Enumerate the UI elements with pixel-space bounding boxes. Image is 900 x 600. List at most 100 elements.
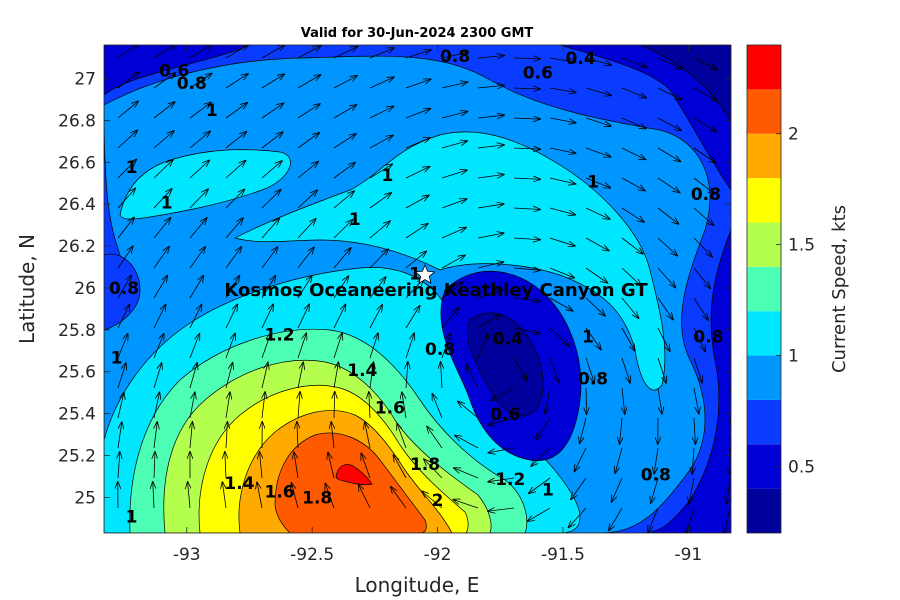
current-vector-arrow (190, 422, 192, 449)
current-vector-arrow (297, 46, 321, 59)
current-vector-arrow (657, 117, 681, 130)
current-vector-arrow (513, 208, 540, 209)
x-axis-label: Longitude, E (355, 573, 480, 597)
current-vector-arrow (657, 387, 662, 414)
current-vector-arrow (693, 357, 702, 383)
current-vector-arrow (693, 207, 714, 225)
contour-band-2.4 (335, 464, 373, 486)
current-vector-arrow (117, 130, 137, 149)
current-vector-arrow (585, 117, 611, 126)
current-vector-arrow (477, 145, 504, 148)
current-vector-arrow (117, 363, 126, 389)
current-vector-arrow (297, 305, 309, 329)
colorbar-tick-label: 0.5 (788, 457, 815, 477)
current-vector-arrow (297, 219, 316, 239)
current-vector-arrow (621, 327, 635, 351)
current-vector-arrow (393, 455, 407, 479)
current-vector-arrow (477, 290, 503, 299)
current-vector-arrow (261, 132, 283, 149)
current-vector-arrow (189, 131, 210, 149)
contour-label: 0.4 (565, 49, 595, 69)
current-vector-arrow (513, 357, 527, 381)
current-vector-arrow (297, 333, 306, 359)
current-vector-arrow (549, 177, 575, 184)
current-vector-arrow (657, 147, 680, 161)
contour-label: 0.8 (641, 466, 671, 486)
current-vector-arrow (693, 177, 715, 194)
current-vector-arrow (225, 334, 235, 359)
current-vector-arrow (153, 102, 175, 119)
current-vector-arrow (609, 507, 623, 530)
colorbar-tick-label: 2 (788, 125, 799, 145)
current-vector-arrow (405, 333, 414, 359)
current-vector-arrow (455, 436, 479, 449)
y-axis-label: Latitude, N (15, 234, 39, 344)
current-vector-arrow (262, 392, 265, 419)
current-vector-arrow (261, 103, 283, 119)
contour-label: 1 (111, 348, 123, 368)
current-vector-arrow (513, 327, 539, 334)
colorbar-segment (747, 45, 781, 90)
current-vector-arrow (513, 148, 540, 149)
current-vector-arrow (325, 483, 335, 509)
current-vector-arrow (297, 75, 320, 89)
contour-label: 0.8 (440, 47, 470, 67)
current-vector-arrow (333, 276, 348, 299)
current-vector-arrow (477, 262, 503, 269)
current-vector-arrow (405, 50, 431, 59)
contour-label: 0.8 (109, 279, 139, 299)
colorbar-segment (747, 355, 781, 400)
contour-label: 0.8 (578, 369, 608, 389)
current-vector-arrow (189, 363, 197, 389)
current-vector-arrow (261, 363, 268, 389)
contour-label: 0.8 (177, 74, 207, 94)
current-vector-arrow (294, 452, 299, 479)
y-tick-label: 25 (74, 488, 96, 508)
current-vector-arrow (260, 452, 262, 479)
current-vector-arrow (405, 79, 431, 89)
contour-label: 0.8 (425, 340, 455, 360)
current-vector-arrow (549, 237, 575, 246)
current-vector-arrow (188, 482, 190, 509)
current-vector-arrow (488, 447, 515, 453)
x-tick-label: -92 (424, 545, 452, 565)
current-vector-arrow (689, 477, 695, 504)
current-vector-arrow (441, 141, 467, 149)
current-vector-arrow (574, 447, 587, 471)
contour-label: 1 (126, 508, 138, 528)
y-tick-label: 25.4 (58, 405, 96, 425)
current-vector-arrow (225, 276, 239, 299)
current-vector-arrow (261, 247, 277, 269)
current-vector-arrow (333, 362, 338, 389)
current-vector-arrow (189, 103, 211, 119)
contour-label: 1 (587, 172, 599, 192)
current-vector-arrow (657, 327, 670, 351)
current-vector-arrow (189, 305, 202, 329)
current-vector-arrow (657, 267, 675, 287)
current-vector-arrow (441, 82, 467, 89)
current-vector-arrow (585, 237, 609, 251)
current-vector-arrow (402, 392, 407, 419)
contour-label: 1 (349, 210, 361, 230)
current-vector-arrow (513, 298, 540, 301)
current-vector-arrow (453, 500, 479, 509)
current-vector-arrow (549, 57, 576, 62)
current-vector-arrow (117, 276, 131, 299)
current-vector-arrow (189, 189, 208, 209)
current-vector-arrow (405, 109, 430, 119)
current-vector-arrow (153, 73, 175, 89)
current-vector-arrow (369, 392, 370, 419)
y-tick-label: 26.8 (58, 111, 96, 131)
colorbar-label: Current Speed, kts (829, 205, 850, 373)
current-vector-arrow (333, 47, 357, 59)
current-vector-arrow (477, 174, 504, 178)
site-label: Kosmos Oceaneering Keathley Canyon GT (224, 280, 648, 301)
contour-label: 0.8 (691, 185, 721, 205)
contour-band-west-blob (104, 253, 141, 331)
current-vector-arrow (571, 477, 587, 499)
current-vector-arrow (441, 308, 459, 329)
current-vector-arrow (261, 333, 271, 359)
current-vectors (117, 45, 731, 533)
current-vector-arrow (222, 482, 227, 509)
